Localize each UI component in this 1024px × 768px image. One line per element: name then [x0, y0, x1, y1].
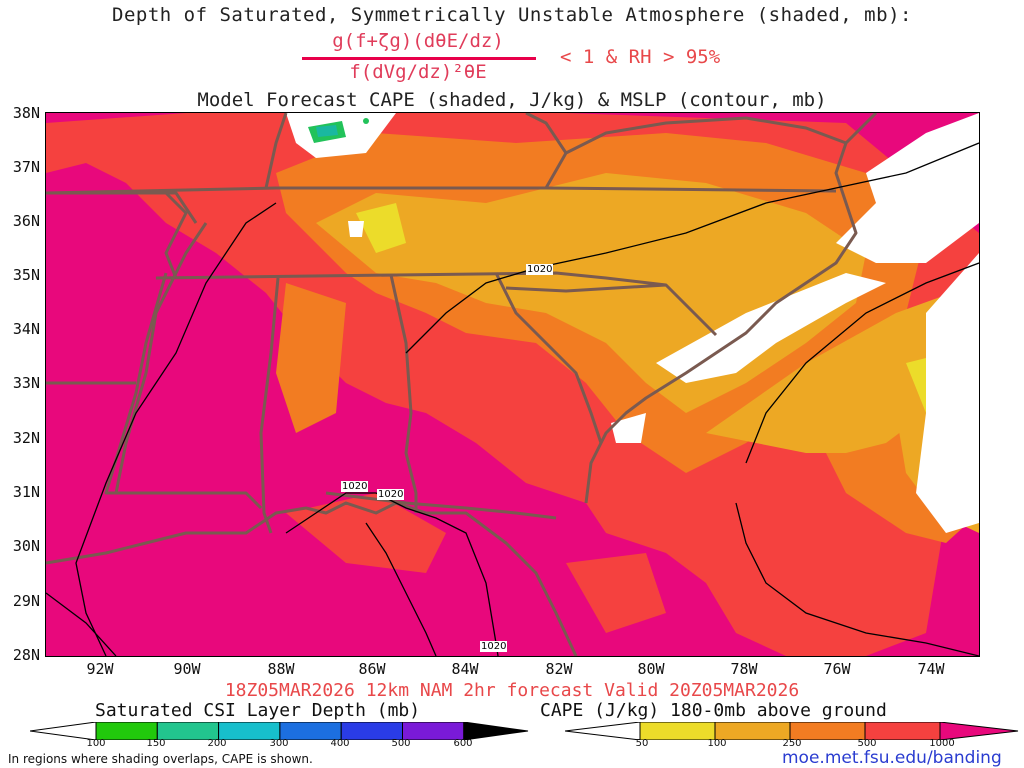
lat-label: 33N	[12, 374, 40, 392]
formula-fraction-bar	[302, 57, 536, 60]
lat-label: 37N	[12, 158, 40, 176]
cape-colorbar-title: CAPE (J/kg) 180-0mb above ground	[540, 700, 887, 721]
river-mississippi	[114, 222, 208, 494]
cape-tick-label: 250	[782, 738, 802, 749]
isobar-label: 1020	[480, 641, 508, 652]
formula-denominator: f(dVg/dz)²θE	[349, 61, 487, 83]
lon-label: 86W	[358, 660, 386, 678]
state-border-ar-ok	[46, 191, 198, 224]
map-graphic	[46, 113, 979, 656]
lat-label: 36N	[12, 212, 40, 230]
isobar-label: 1020	[377, 489, 405, 500]
source-url[interactable]: moe.met.fsu.edu/banding	[782, 748, 1002, 768]
lon-label: 88W	[267, 660, 295, 678]
cape-500-south-blob	[566, 553, 666, 633]
chart-title-line2: Model Forecast CAPE (shaded, J/kg) & MSL…	[197, 89, 827, 111]
cape-low-east-sea	[916, 253, 979, 533]
lat-label: 38N	[12, 104, 40, 122]
state-border-tn-south	[155, 271, 667, 287]
isobar-1020-main	[75, 202, 277, 656]
lon-label: 90W	[173, 660, 201, 678]
isobar-1020-loop	[285, 492, 499, 656]
lon-label: 92W	[86, 660, 114, 678]
coastline-gulf	[46, 501, 578, 656]
csi-tick-label: 300	[269, 738, 289, 749]
state-border-ga-sc	[494, 272, 603, 444]
cape-50-patch-north	[356, 203, 406, 253]
cape-low-atlantic	[836, 113, 979, 263]
isobar-1016-offshore	[745, 262, 979, 464]
lat-label: 31N	[12, 483, 40, 501]
chart-title-line1: Depth of Saturated, Symmetrically Unstab…	[112, 4, 912, 26]
csi-tick-label: 100	[86, 738, 106, 749]
state-border-al-ga	[389, 274, 418, 513]
colorbar-end-high	[463, 722, 529, 740]
lat-label: 29N	[12, 592, 40, 610]
state-border-ar-tn	[164, 191, 188, 279]
isobar-1020-east	[405, 142, 979, 354]
lat-label: 28N	[12, 646, 40, 664]
isobar-label: 1020	[526, 264, 554, 275]
state-border-ms-al	[259, 277, 280, 534]
cape-low-tn-patch	[348, 221, 364, 237]
csi-tick-label: 200	[207, 738, 227, 749]
cape-tick-label: 100	[707, 738, 727, 749]
csi-depth-dot	[363, 118, 369, 124]
csi-colorbar	[30, 722, 529, 740]
colorbar-end-high	[939, 722, 1019, 740]
csi-tick-label: 500	[391, 738, 411, 749]
state-and-coast-lines	[46, 113, 878, 656]
lon-label: 82W	[545, 660, 573, 678]
lat-label: 30N	[12, 537, 40, 555]
cape-colorbar	[565, 722, 1019, 740]
mslp-isobars	[46, 142, 979, 656]
isobar-label: 1020	[341, 481, 369, 492]
lon-label: 76W	[823, 660, 851, 678]
cape-250-west-strip	[276, 283, 346, 433]
state-border-ky-north	[264, 113, 288, 189]
csi-tick-label: 600	[453, 738, 473, 749]
state-border-wv	[525, 113, 568, 154]
state-border-tn-ky	[46, 186, 837, 195]
lon-label: 74W	[917, 660, 945, 678]
lon-label: 78W	[730, 660, 758, 678]
lat-label: 32N	[12, 429, 40, 447]
map-panel: 1020 1020 1020 1020	[45, 112, 980, 657]
lat-label: 35N	[12, 266, 40, 284]
formula-condition: < 1 & RH > 95%	[560, 46, 721, 68]
lat-label: 34N	[12, 320, 40, 338]
isobar-1020-south	[46, 592, 117, 656]
csi-tick-label: 400	[330, 738, 350, 749]
state-border-nc-sc	[505, 283, 718, 337]
lon-label: 84W	[451, 660, 479, 678]
isobar-inner-loop	[365, 522, 437, 656]
csi-depth-patch-teal	[316, 125, 338, 137]
coastline-atlantic	[584, 113, 878, 504]
lon-label: 80W	[637, 660, 665, 678]
cape-tick-label: 500	[857, 738, 877, 749]
isobar-south	[735, 502, 979, 656]
csi-colorbar-title: Saturated CSI Layer Depth (mb)	[95, 700, 421, 721]
csi-tick-label: 150	[146, 738, 166, 749]
footnote: In regions where shading overlaps, CAPE …	[8, 752, 313, 766]
cape-tick-label: 1000	[929, 738, 955, 749]
state-border-la-ms	[104, 272, 263, 510]
cape-tick-label: 50	[635, 738, 649, 749]
formula-numerator: g(f+ζg)(dθE/dz)	[332, 30, 504, 52]
forecast-valid-line: 18Z05MAR2026 12km NAM 2hr forecast Valid…	[224, 680, 800, 701]
